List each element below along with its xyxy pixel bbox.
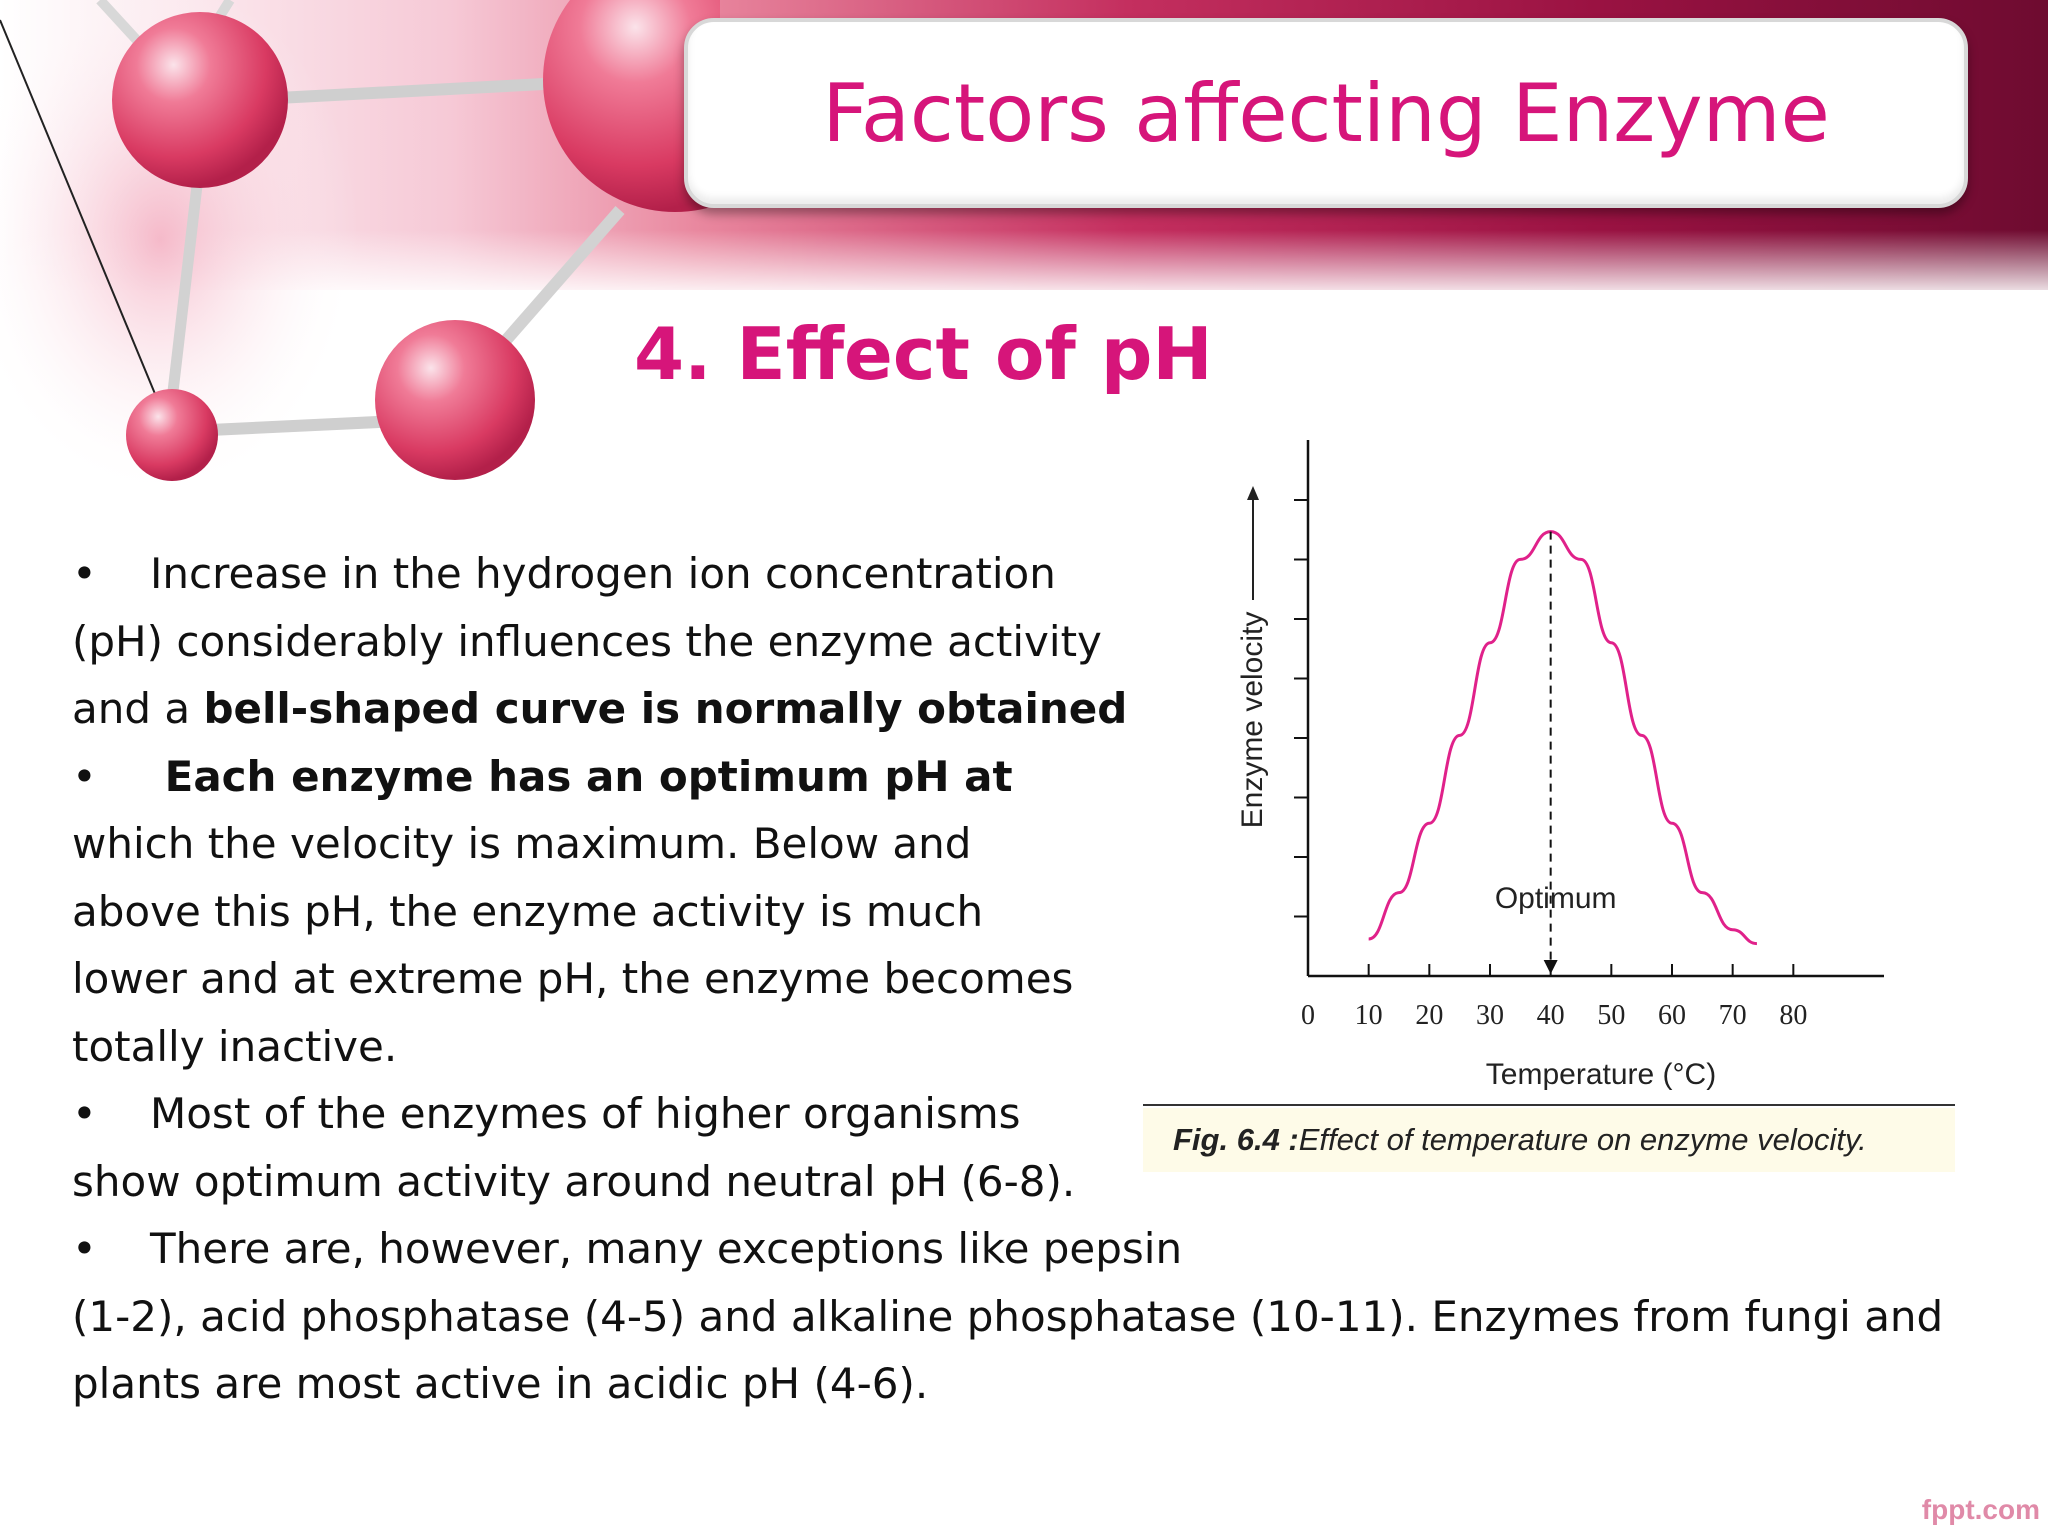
bullet-1-line-1: • Increase in the hydrogen ion concentrat… <box>72 540 1972 608</box>
y-axis-label: Enzyme velocity <box>1236 612 1269 829</box>
bullet-2-line-3: above this pH, the enzyme activity is mu… <box>72 886 984 936</box>
title-box: Factors affecting Enzyme <box>684 18 1968 208</box>
caption-rule <box>1143 1104 1955 1106</box>
x-tick-label: 20 <box>1415 1000 1443 1031</box>
bullet-glyph: • <box>72 1224 97 1273</box>
y-axis-arrow-head <box>1247 486 1259 500</box>
bullet-glyph: • <box>72 751 97 801</box>
bullet-3-line-2: show optimum activity around neutral pH … <box>72 1156 1076 1206</box>
bullet-2-line-2: which the velocity is maximum. Below and <box>72 819 972 868</box>
bullet-2-line-5: totally inactive. <box>72 1021 398 1071</box>
footer-watermark: fppt.com <box>1921 1494 2040 1525</box>
x-tick-label: 10 <box>1355 1000 1383 1031</box>
x-tick-label: 50 <box>1597 1000 1625 1031</box>
section-heading: 4. Effect of pH <box>634 312 1213 396</box>
caption-label: Fig. 6.4 : <box>1173 1122 1299 1157</box>
figure-caption: Fig. 6.4 : Effect of temperature on enzy… <box>1143 1108 1955 1172</box>
bullet-1-line-3: and a bell-shaped curve is normally obta… <box>72 684 1128 733</box>
x-tick-label: 40 <box>1537 1000 1565 1031</box>
bullet-glyph: • <box>72 1089 97 1138</box>
x-tick-label: 0 <box>1301 1000 1315 1031</box>
bullet-3-line-1: • Most of the enzymes of higher organisms <box>72 1080 1972 1148</box>
x-tick-label: 70 <box>1719 1000 1747 1031</box>
molecule-decoration <box>0 0 720 500</box>
slide-title: Factors affecting Enzyme <box>822 66 1830 160</box>
bullet-4-line-3: plants are most active in acidic pH (4-6… <box>72 1359 929 1408</box>
bullet-1-line-2: (pH) considerably influences the enzyme … <box>72 616 1102 666</box>
x-tick-label: 60 <box>1658 1000 1686 1031</box>
x-axis-label: Temperature (°C) <box>1486 1058 1716 1091</box>
bullet-glyph: • <box>72 549 97 598</box>
temperature-chart: 0 10 20 30 40 50 60 70 80 Temperature (°C) Enzyme … <box>1236 440 1884 1091</box>
bullet-4-line-1: • There are, however, many exceptions lik… <box>72 1215 1972 1283</box>
x-tick-label: 30 <box>1476 1000 1504 1031</box>
optimum-annotation: Optimum <box>1495 882 1617 915</box>
bullet-2-line-4: lower and at extreme pH, the enzyme beco… <box>72 954 1074 1003</box>
body-text: • Increase in the hydrogen ion concentrat… <box>72 540 1972 1418</box>
bullet-2-line-1: • Each enzyme has an optimum pH at <box>72 743 1972 811</box>
caption-text: Effect of temperature on enzyme velocity… <box>1298 1122 1867 1157</box>
x-tick-label: 80 <box>1779 1000 1807 1031</box>
optimum-arrow-head <box>1543 960 1558 974</box>
bullet-4-line-2: (1-2), acid phosphatase (4-5) and alkali… <box>72 1291 1944 1341</box>
velocity-curve <box>1368 530 1758 946</box>
